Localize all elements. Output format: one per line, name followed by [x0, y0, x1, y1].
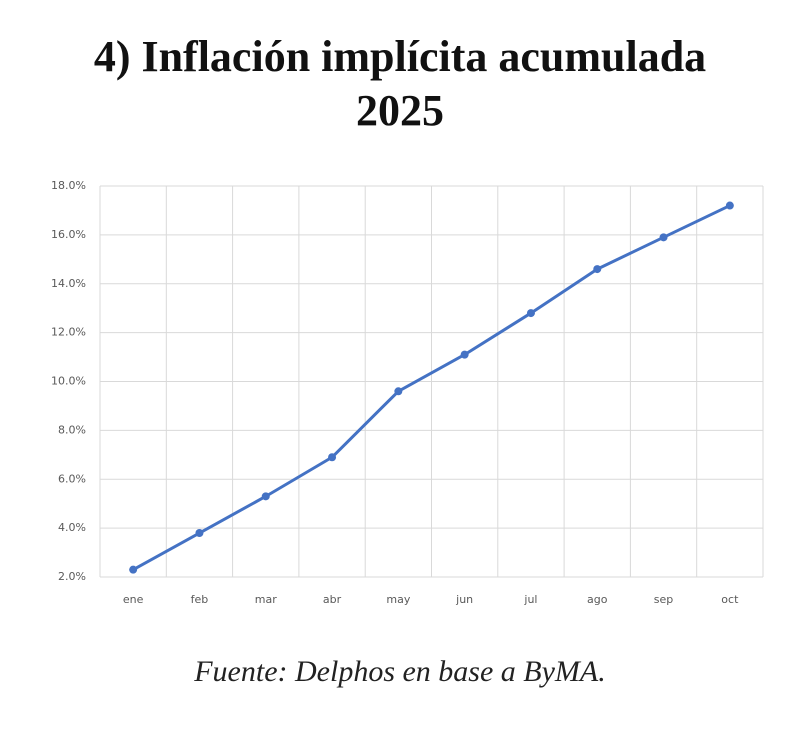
x-tick-label: ene	[123, 593, 144, 606]
x-tick-label: may	[386, 593, 410, 606]
chart-title: 4) Inflación implícita acumulada 2025	[93, 32, 707, 135]
x-tick-label: jul	[523, 593, 537, 606]
y-tick-label: 16.0%	[51, 228, 86, 241]
x-tick-label: jun	[455, 593, 473, 606]
x-tick-label: sep	[654, 593, 673, 606]
x-tick-label: mar	[255, 593, 277, 606]
source-note: Fuente: Delphos en base a ByMA.	[194, 655, 606, 688]
data-point	[460, 350, 469, 359]
data-point	[328, 453, 337, 462]
y-tick-label: 4.0%	[58, 521, 86, 534]
y-tick-label: 14.0%	[51, 277, 86, 290]
data-point	[261, 492, 270, 501]
x-tick-label: oct	[721, 593, 739, 606]
y-tick-label: 6.0%	[58, 472, 86, 485]
x-tick-label: feb	[191, 593, 209, 606]
line-series	[132, 204, 731, 571]
data-point	[394, 387, 403, 396]
y-tick-label: 2.0%	[58, 570, 86, 583]
y-tick-label: 10.0%	[51, 375, 86, 388]
data-point	[526, 309, 535, 318]
data-point	[195, 529, 204, 538]
data-point	[659, 233, 668, 242]
y-tick-label: 12.0%	[51, 326, 86, 339]
x-tick-label: ago	[587, 593, 608, 606]
data-point	[725, 201, 734, 210]
x-tick-label: abr	[323, 593, 342, 606]
data-point	[593, 265, 602, 274]
y-tick-label: 18.0%	[51, 179, 86, 192]
y-tick-label: 8.0%	[58, 423, 86, 436]
data-point	[129, 565, 138, 574]
